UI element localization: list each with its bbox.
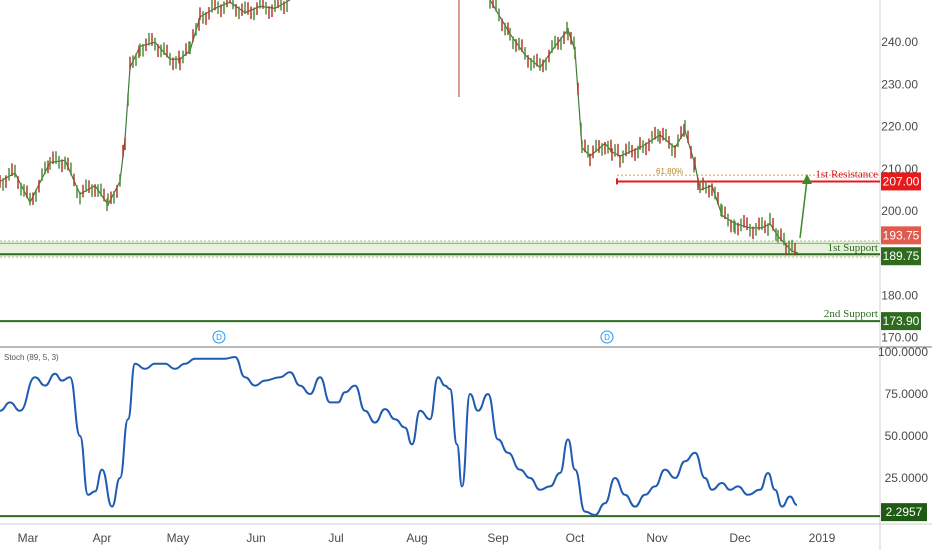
arrow-head-icon — [802, 174, 812, 184]
stoch-tick-label: 50.0000 — [885, 429, 929, 443]
stoch-tick-label: 100.0000 — [878, 345, 928, 359]
price-axis[interactable]: 240.00 230.00 220.00 210.00 200.00 180.00 170.… — [881, 35, 918, 344]
dividend-marker[interactable]: D — [600, 330, 614, 344]
price-tick-label: 240.00 — [881, 35, 918, 49]
month-label: Jun — [246, 531, 265, 545]
price-tick-label: 170.00 — [881, 331, 918, 345]
stoch-series-line[interactable] — [0, 355, 798, 517]
price-tick-label: 200.00 — [881, 204, 918, 218]
month-label: Mar — [18, 531, 39, 545]
support-2-badge-text: 173.90 — [883, 314, 920, 328]
stoch-last-badge-text: 2.2957 — [886, 505, 923, 519]
stoch-tick-label: 25.0000 — [885, 471, 929, 485]
dividend-marker-text: D — [216, 333, 222, 342]
resistance-badge — [881, 172, 921, 191]
last-price-badge-text: 193.75 — [883, 228, 920, 242]
support-zone — [0, 241, 880, 257]
price-tick-label: 180.00 — [881, 288, 918, 302]
month-label: Aug — [406, 531, 427, 545]
main-pane[interactable] — [0, 0, 880, 346]
resistance-label: 1st Resistance — [815, 168, 878, 180]
month-label: Sep — [487, 531, 509, 545]
stoch-last-badge — [881, 503, 927, 522]
price-tick-label: 220.00 — [881, 120, 918, 134]
support-1-label: 1st Support — [828, 242, 878, 254]
support-1-badge-text: 189.75 — [883, 249, 920, 263]
stoch-tick-label: 75.0000 — [885, 387, 929, 401]
month-label: 2019 — [809, 531, 836, 545]
last-price-badge — [881, 226, 921, 245]
support-2-label: 2nd Support — [824, 308, 878, 320]
stoch-axis[interactable]: 100.0000 75.0000 50.0000 25.0000 — [878, 345, 928, 485]
price-tick-label: 210.00 — [881, 162, 918, 176]
time-axis[interactable]: Mar Apr May Jun Jul Aug Sep Oct Nov Dec 2019 — [18, 531, 836, 545]
month-label: Apr — [93, 531, 112, 545]
stoch-title: Stoch (89, 5, 3) — [4, 353, 59, 362]
month-label: Jul — [328, 531, 343, 545]
month-label: Nov — [646, 531, 667, 545]
resistance-badge-text: 207.00 — [883, 174, 920, 188]
target-arrow — [799, 179, 808, 239]
dividend-marker[interactable]: D — [212, 330, 226, 344]
fib-label: 61.80% — [656, 167, 683, 176]
support-1-badge — [881, 247, 921, 266]
month-label: May — [167, 531, 190, 545]
support-2-badge — [881, 312, 921, 331]
price-tick-label: 230.00 — [881, 77, 918, 91]
month-label: Oct — [566, 531, 585, 545]
price-series[interactable] — [0, 0, 799, 256]
dividend-marker-text: D — [604, 333, 610, 342]
month-label: Dec — [729, 531, 750, 545]
